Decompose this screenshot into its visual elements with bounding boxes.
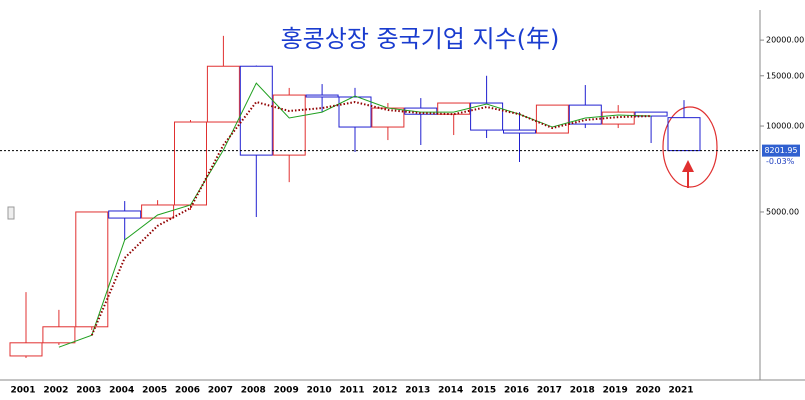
x-tick-label: 2003: [76, 386, 101, 396]
y-tick-label: 5000.00: [766, 207, 799, 216]
x-tick-label: 2008: [241, 386, 266, 396]
candle-body: [305, 94, 339, 98]
chart-title: 홍콩상장 중국기업 지수(年): [281, 25, 560, 53]
x-tick-label: 2007: [208, 386, 233, 396]
candle-body: [503, 129, 536, 134]
candle-body: [470, 102, 504, 131]
candle-body: [272, 94, 306, 156]
candle-body: [601, 111, 635, 125]
x-tick-label: 2011: [339, 386, 364, 396]
candle-body: [239, 65, 273, 156]
candle-body: [535, 104, 569, 134]
y-tick-label: 20000.00: [766, 36, 804, 45]
candle-body: [75, 211, 109, 328]
last-price-label: 8201.95: [764, 146, 797, 155]
y-tick-label: 15000.00: [766, 71, 804, 80]
candle-body: [42, 326, 76, 344]
candle-body: [9, 342, 43, 357]
last-change-label: -0.03%: [766, 157, 795, 166]
candle-body: [206, 65, 240, 123]
x-tick-label: 2013: [405, 386, 430, 396]
x-tick-label: 2021: [668, 386, 693, 396]
x-tick-label: 2006: [175, 386, 200, 396]
candle-body: [404, 107, 438, 115]
y-tick-label: 10000.00: [766, 122, 804, 131]
last-price-box: [762, 144, 800, 157]
candle-body: [568, 104, 602, 125]
x-tick-label: 2001: [10, 386, 35, 396]
x-tick-label: 2002: [43, 386, 68, 396]
highlight-ellipse: [662, 106, 718, 188]
arrow-head: [682, 160, 694, 172]
x-tick-label: 2014: [438, 386, 463, 396]
moving-average-line: [90, 100, 652, 336]
x-tick-label: 2012: [372, 386, 397, 396]
candle-body: [338, 96, 372, 128]
x-tick-label: 2010: [307, 386, 332, 396]
x-tick-label: 2015: [471, 386, 496, 396]
x-tick-label: 2005: [142, 386, 167, 396]
x-tick-label: 2017: [537, 386, 562, 396]
x-tick-label: 2004: [109, 386, 134, 396]
x-tick-label: 2016: [504, 386, 529, 396]
x-tick-label: 2019: [603, 386, 628, 396]
x-tick-label: 2009: [274, 386, 299, 396]
candle-body: [141, 204, 175, 219]
x-tick-label: 2020: [636, 386, 661, 396]
scroll-handle[interactable]: [7, 206, 15, 220]
x-tick-label: 2018: [570, 386, 595, 396]
candle-body: [108, 210, 142, 219]
